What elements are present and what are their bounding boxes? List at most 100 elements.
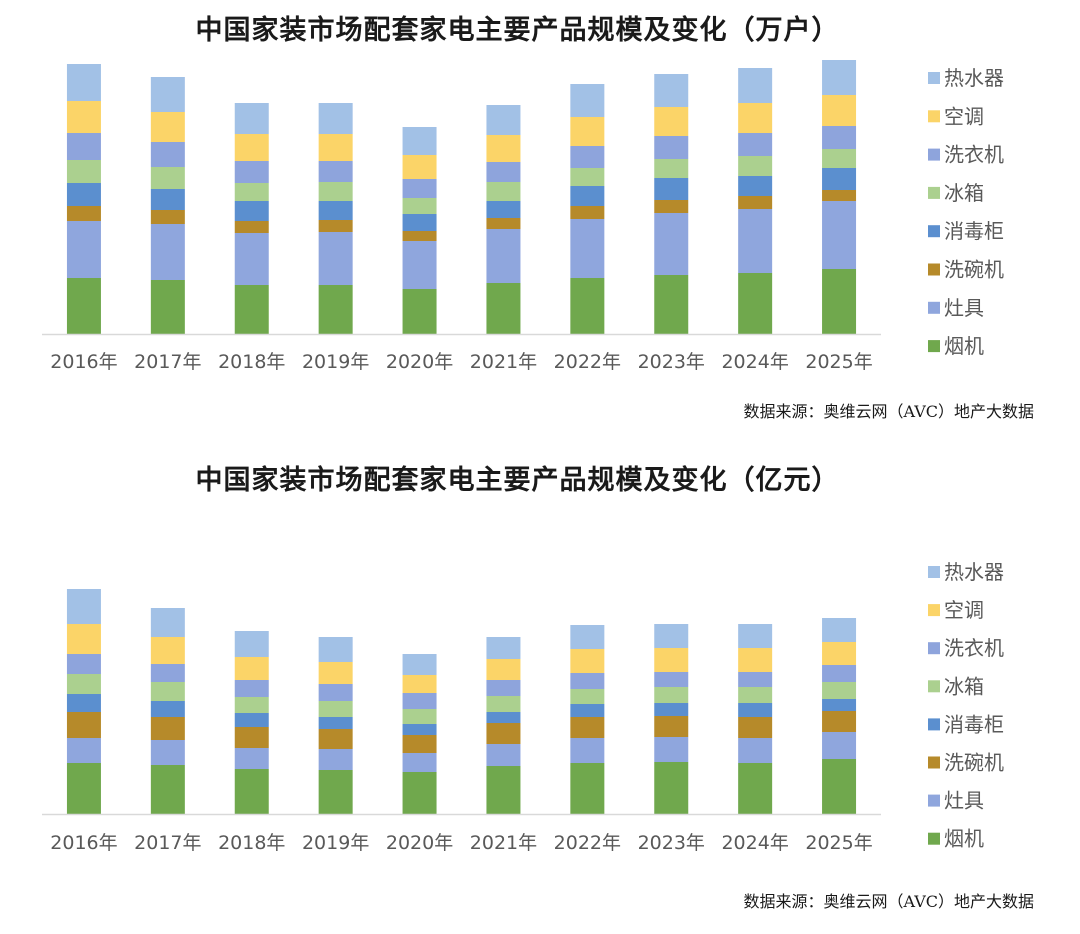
bar-segment — [654, 275, 689, 334]
bar-segment — [318, 701, 353, 717]
bar-segment — [318, 684, 353, 701]
x-tick-label: 2024年 — [721, 351, 788, 373]
bar-segment — [822, 60, 857, 95]
bar-segment — [486, 135, 521, 162]
bar-segment — [654, 74, 689, 107]
bar-segment — [234, 657, 269, 680]
legend-label: 空调 — [944, 598, 984, 622]
bar-segment — [150, 637, 185, 664]
x-tick-label: 2019年 — [302, 832, 369, 854]
bar-segment — [654, 624, 689, 648]
bar-segment — [654, 213, 689, 275]
bar-segment — [66, 221, 101, 278]
bar-segment — [486, 744, 521, 766]
legend-label: 热水器 — [944, 66, 1004, 90]
bar-segment — [486, 680, 521, 696]
bar-segment — [654, 159, 689, 178]
bar-segment — [234, 769, 269, 814]
legend-swatch — [928, 566, 940, 578]
chart-panel-units: 中国家装市场配套家电主要产品规模及变化（万户） 2016年 2017年 2018年 2… — [0, 0, 1080, 440]
bar-segment — [234, 748, 269, 769]
bar-segment — [318, 182, 353, 201]
bar-segment — [234, 713, 269, 727]
legend-swatch — [928, 794, 940, 807]
legend-swatch — [928, 301, 940, 314]
bar-segment — [318, 103, 353, 134]
legend-label: 烟机 — [944, 334, 984, 358]
bar-segment — [66, 206, 101, 221]
legend-label: 空调 — [944, 104, 984, 128]
bar-segment — [234, 201, 269, 221]
bar-segment — [234, 161, 269, 183]
bar-segment — [570, 219, 605, 278]
bar-segment — [486, 201, 521, 218]
x-tick-label: 2018年 — [218, 832, 285, 854]
bar-segment — [150, 765, 185, 814]
bar-segment — [738, 687, 773, 703]
bar-segment — [234, 697, 269, 713]
stacked-bar-chart-units: 2016年 2017年 2018年 2019年 2020年 2021年 2022年 2023年… — [42, 60, 1004, 373]
bar-segment — [66, 763, 101, 814]
bar-segment — [738, 648, 773, 672]
bar-segment — [738, 672, 773, 687]
bar-segment — [150, 142, 185, 167]
legend-swatch — [928, 718, 940, 731]
legend-swatch — [928, 225, 940, 238]
legend-label: 冰箱 — [944, 181, 984, 205]
bar-segment — [822, 95, 857, 126]
bar-segment — [402, 231, 437, 241]
bar-segment — [654, 672, 689, 687]
bar-segment — [822, 665, 857, 682]
bar-segment — [486, 659, 521, 680]
bar-segment — [402, 675, 437, 693]
bar-segment — [318, 662, 353, 684]
bar-segment — [822, 711, 857, 732]
x-tick-label: 2022年 — [554, 351, 621, 373]
bar-segment — [570, 717, 605, 738]
bar-segment — [486, 283, 521, 334]
bar-segment — [318, 637, 353, 662]
bar-segment — [822, 759, 857, 814]
bar-segment — [654, 762, 689, 814]
x-tick-label: 2019年 — [302, 351, 369, 373]
bar-segment — [318, 134, 353, 161]
x-tick-label: 2025年 — [805, 832, 872, 854]
bar-segment — [318, 161, 353, 182]
bar-segment — [570, 625, 605, 649]
x-tick-label: 2023年 — [638, 351, 705, 373]
bar-segment — [822, 699, 857, 711]
bar-segment — [570, 146, 605, 168]
x-tick-label: 2017年 — [134, 351, 201, 373]
bar-segment — [234, 221, 269, 233]
bar-segment — [738, 176, 773, 196]
bar-segment — [570, 278, 605, 334]
bar-segment — [402, 289, 437, 334]
bar-segment — [66, 160, 101, 183]
bar-segment — [234, 285, 269, 334]
bar-segment — [234, 134, 269, 161]
bar-segment — [318, 201, 353, 220]
legend-swatch — [928, 72, 940, 84]
bar-segment — [66, 694, 101, 712]
bar-segment — [402, 709, 437, 724]
legend-swatch — [928, 642, 940, 655]
chart-panel-value: 中国家装市场配套家电主要产品规模及变化（亿元） 2016年 2017年 2018年 2… — [0, 450, 1080, 934]
bar-segment — [66, 101, 101, 133]
legend-label: 灶具 — [944, 789, 984, 813]
bar-segment — [150, 740, 185, 765]
bar-segment — [738, 209, 773, 273]
bar-segment — [234, 103, 269, 134]
bar-segment — [570, 763, 605, 814]
bar-segment — [738, 717, 773, 738]
bar-segment — [570, 168, 605, 186]
bar-segment — [570, 186, 605, 206]
x-tick-label: 2023年 — [638, 832, 705, 854]
bar-segment — [66, 712, 101, 738]
chart-title: 中国家装市场配套家电主要产品规模及变化（亿元） — [195, 465, 840, 496]
bar-segment — [738, 196, 773, 209]
bar-segment — [570, 738, 605, 763]
bar-segment — [570, 117, 605, 146]
chart-title: 中国家装市场配套家电主要产品规模及变化（万户） — [195, 15, 840, 46]
data-source-note: 数据来源：奥维云网（AVC）地产大数据 — [743, 892, 1034, 911]
legend-swatch — [928, 340, 940, 353]
